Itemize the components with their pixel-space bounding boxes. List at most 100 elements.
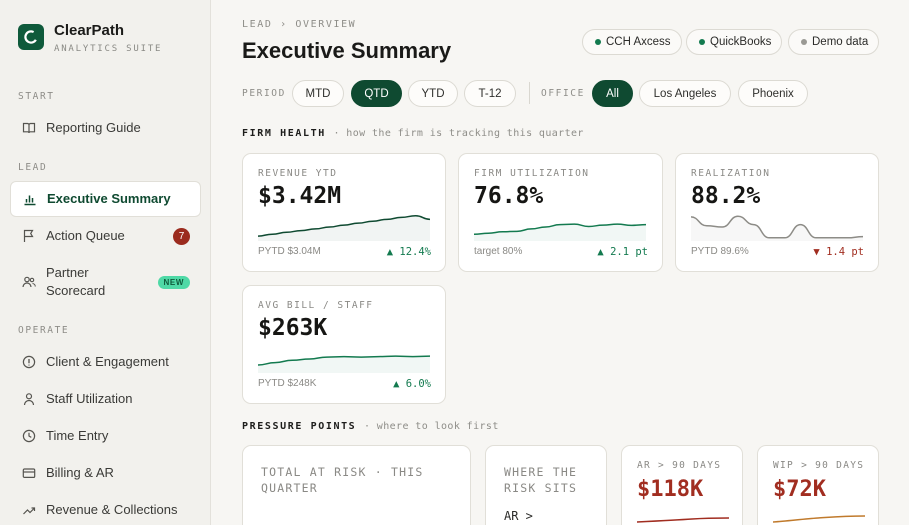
office-chip-all[interactable]: All — [592, 80, 633, 107]
ar-over-90-value: $118K — [637, 477, 704, 502]
total-at-risk-label: TOTAL AT RISK · THIS QUARTER — [261, 465, 424, 495]
ar-over-90-card[interactable]: AR > 90 DAYS $118K — [621, 445, 743, 525]
section-subtitle: · where to look first — [363, 421, 499, 432]
period-chip-qtd[interactable]: QTD — [351, 80, 402, 107]
risk-location-label: WHERE THE RISK SITS — [504, 465, 578, 495]
info-circle-icon — [22, 355, 36, 369]
bar-chart-icon — [23, 192, 37, 206]
section-subtitle: · how the firm is tracking this quarter — [333, 128, 584, 139]
kpi-value: 76.8% — [474, 183, 544, 209]
section-label-start: START — [18, 91, 55, 102]
nav-label: Revenue & Collections — [46, 502, 178, 517]
filter-divider — [529, 82, 530, 104]
nav-time-entry[interactable]: Time Entry — [10, 418, 201, 454]
revenue-sparkline — [258, 214, 430, 241]
sparkline-area — [691, 216, 863, 241]
risk-location-row: AR > — [504, 509, 533, 523]
sparkline-line — [474, 223, 646, 235]
source-label: QuickBooks — [710, 36, 772, 48]
person-icon — [22, 392, 36, 406]
period-chip-t12[interactable]: T-12 — [464, 80, 516, 107]
nav-label: Time Entry — [46, 428, 109, 443]
wip-over-90-label: WIP > 90 DAYS — [773, 460, 865, 471]
office-label: OFFICE — [541, 88, 585, 99]
sparkline-area — [474, 224, 646, 241]
brand-subtitle: ANALYTICS SUITE — [54, 44, 163, 54]
status-dot-icon — [595, 39, 601, 45]
kpi-card-revenue-ytd[interactable]: REVENUE YTD $3.42M PYTD $3.04M ▲ 12.4% — [242, 153, 446, 272]
kpi-comparison: target 80% — [474, 246, 523, 257]
section-title: PRESSURE POINTS — [242, 421, 357, 432]
kpi-delta: ▲ 6.0% — [393, 378, 431, 390]
page-title: Executive Summary — [242, 38, 452, 63]
kpi-value: $263K — [258, 315, 328, 341]
sparkline-line — [691, 215, 863, 239]
status-dot-icon — [801, 39, 807, 45]
section-title: FIRM HEALTH — [242, 128, 326, 139]
kpi-card-realization[interactable]: REALIZATION 88.2% PYTD 89.6% ▼ 1.4 pt — [675, 153, 879, 272]
nav-revenue-collections[interactable]: Revenue & Collections — [10, 492, 201, 525]
office-chip-los-angeles[interactable]: Los Angeles — [639, 80, 731, 107]
source-pill-cch-axcess[interactable]: CCH Axcess — [582, 29, 682, 55]
nav-reporting-guide[interactable]: Reporting Guide — [10, 110, 201, 146]
nav-label: Staff Utilization — [46, 391, 133, 406]
nav-label: Billing & AR — [46, 465, 114, 480]
wip-over-90-value: $72K — [773, 477, 826, 502]
nav-label: Action Queue — [46, 228, 125, 243]
new-badge: NEW — [157, 275, 190, 289]
nav-billing-ar[interactable]: Billing & AR — [10, 455, 201, 491]
kpi-comparison: PYTD $248K — [258, 378, 317, 389]
kpi-comparison: PYTD 89.6% — [691, 246, 749, 257]
avg-bill-sparkline — [258, 355, 430, 373]
nav-executive-summary[interactable]: Executive Summary — [10, 181, 201, 217]
kpi-label: REALIZATION — [691, 168, 771, 179]
nav-partner-scorecard[interactable]: Partner Scorecard NEW — [10, 263, 201, 301]
ar-sparkline — [637, 517, 729, 523]
action-queue-count-badge: 7 — [173, 227, 190, 245]
sparkline-line — [258, 355, 430, 366]
source-pill-demo-data[interactable]: Demo data — [788, 29, 880, 55]
firm-health-heading: FIRM HEALTH · how the firm is tracking t… — [242, 128, 584, 139]
breadcrumb: LEAD › OVERVIEW — [242, 19, 357, 30]
nav-action-queue[interactable]: Action Queue 7 — [10, 218, 201, 254]
period-chip-ytd[interactable]: YTD — [408, 80, 458, 107]
source-label: CCH Axcess — [606, 36, 671, 48]
nav-label: Client & Engagement — [46, 354, 169, 369]
kpi-delta: ▲ 2.1 pt — [597, 246, 648, 258]
section-label-lead: LEAD — [18, 162, 48, 173]
nav-staff-utilization[interactable]: Staff Utilization — [10, 381, 201, 417]
kpi-card-firm-utilization[interactable]: FIRM UTILIZATION 76.8% target 80% ▲ 2.1 … — [458, 153, 663, 272]
sparkline-line — [258, 214, 430, 237]
clock-icon — [22, 429, 36, 443]
kpi-label: FIRM UTILIZATION — [474, 168, 590, 179]
kpi-label: AVG BILL / STAFF — [258, 300, 374, 311]
utilization-sparkline — [474, 223, 646, 241]
realization-sparkline — [691, 215, 863, 241]
kpi-card-avg-bill-per-staff[interactable]: AVG BILL / STAFF $263K PYTD $248K ▲ 6.0% — [242, 285, 446, 404]
kpi-label: REVENUE YTD — [258, 168, 338, 179]
status-dot-icon — [699, 39, 705, 45]
source-label: Demo data — [812, 36, 869, 48]
sidebar: ClearPath ANALYTICS SUITE START Reportin… — [0, 0, 211, 525]
section-label-operate: OPERATE — [18, 325, 70, 336]
period-label: PERIOD — [242, 88, 286, 99]
source-pill-quickbooks[interactable]: QuickBooks — [686, 29, 783, 55]
ar-over-90-label: AR > 90 DAYS — [637, 460, 722, 471]
sparkline-area — [258, 215, 430, 241]
nav-label: Executive Summary — [47, 191, 171, 206]
card-icon — [22, 466, 36, 480]
period-chip-mtd[interactable]: MTD — [292, 80, 344, 107]
total-at-risk-card[interactable]: TOTAL AT RISK · THIS QUARTER — [242, 445, 471, 525]
office-chip-phoenix[interactable]: Phoenix — [738, 80, 808, 107]
kpi-delta: ▼ 1.4 pt — [813, 246, 864, 258]
wip-sparkline — [773, 515, 865, 523]
nav-client-engagement[interactable]: Client & Engagement — [10, 344, 201, 380]
clearpath-logo[interactable] — [18, 24, 44, 50]
risk-location-card[interactable]: WHERE THE RISK SITS AR > — [485, 445, 607, 525]
kpi-value: 88.2% — [691, 183, 761, 209]
trend-up-icon — [22, 503, 36, 517]
users-icon — [22, 275, 36, 289]
nav-label: Partner Scorecard — [46, 265, 106, 298]
wip-over-90-card[interactable]: WIP > 90 DAYS $72K — [757, 445, 879, 525]
brand-name: ClearPath — [54, 22, 125, 39]
